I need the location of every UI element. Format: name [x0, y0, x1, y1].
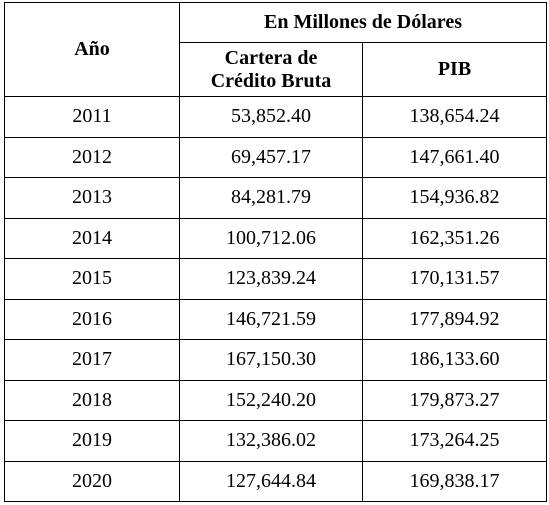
header-row-2: Cartera de Crédito Bruta PIB [5, 42, 547, 97]
header-pib: PIB [362, 42, 547, 97]
cell-year: 2018 [4, 379, 180, 421]
cell-pib: 138,654.24 [362, 96, 547, 138]
cell-year: 2015 [4, 258, 180, 300]
cell-cartera: 53,852.40 [179, 96, 363, 138]
header-cartera-line2: Crédito Bruta [210, 69, 332, 92]
cell-pib: 170,131.57 [362, 258, 547, 300]
header-group: En Millones de Dólares [179, 2, 547, 43]
cell-year: 2017 [4, 339, 180, 381]
cell-year: 2016 [4, 298, 180, 340]
cell-cartera: 84,281.79 [179, 177, 363, 219]
cell-cartera: 100,712.06 [179, 217, 363, 259]
table-body: 2011 53,852.40 138,654.24 2012 69,457.17… [4, 96, 547, 502]
table-row: 2020 127,644.84 169,838.17 [4, 460, 547, 502]
cell-cartera: 146,721.59 [179, 298, 363, 340]
cell-year: 2013 [4, 177, 180, 219]
table-row: 2018 152,240.20 179,873.27 [4, 379, 547, 421]
table-row: 2014 100,712.06 162,351.26 [4, 217, 547, 259]
cell-year: 2020 [4, 460, 180, 502]
cell-pib: 147,661.40 [362, 136, 547, 178]
cell-cartera: 132,386.02 [179, 420, 363, 462]
cell-year: 2012 [4, 136, 180, 178]
cell-pib: 169,838.17 [362, 460, 547, 502]
cell-year: 2011 [4, 96, 180, 138]
cell-cartera: 123,839.24 [179, 258, 363, 300]
table-row: 2011 53,852.40 138,654.24 [4, 96, 547, 138]
table-row: 2013 84,281.79 154,936.82 [4, 177, 547, 219]
table-row: 2019 132,386.02 173,264.25 [4, 420, 547, 462]
table-row: 2016 146,721.59 177,894.92 [4, 298, 547, 340]
table-row: 2015 123,839.24 170,131.57 [4, 258, 547, 300]
table-row: 2012 69,457.17 147,661.40 [4, 136, 547, 178]
header-row-1: Año En Millones de Dólares [4, 2, 547, 97]
header-cartera: Cartera de Crédito Bruta [179, 42, 363, 97]
cell-cartera: 127,644.84 [179, 460, 363, 502]
cell-pib: 179,873.27 [362, 379, 547, 421]
table-header: Año En Millones de Dólares Cartera de Cr… [4, 2, 547, 97]
header-year: Año [4, 2, 180, 97]
cell-pib: 186,133.60 [362, 339, 547, 381]
cell-pib: 177,894.92 [362, 298, 547, 340]
cell-year: 2019 [4, 420, 180, 462]
header-cartera-line1: Cartera de [224, 46, 318, 69]
cell-pib: 173,264.25 [362, 420, 547, 462]
data-table: Año En Millones de Dólares Cartera de Cr… [4, 2, 547, 502]
cell-cartera: 167,150.30 [179, 339, 363, 381]
cell-cartera: 152,240.20 [179, 379, 363, 421]
cell-pib: 154,936.82 [362, 177, 547, 219]
cell-pib: 162,351.26 [362, 217, 547, 259]
cell-cartera: 69,457.17 [179, 136, 363, 178]
cell-year: 2014 [4, 217, 180, 259]
table-row: 2017 167,150.30 186,133.60 [4, 339, 547, 381]
